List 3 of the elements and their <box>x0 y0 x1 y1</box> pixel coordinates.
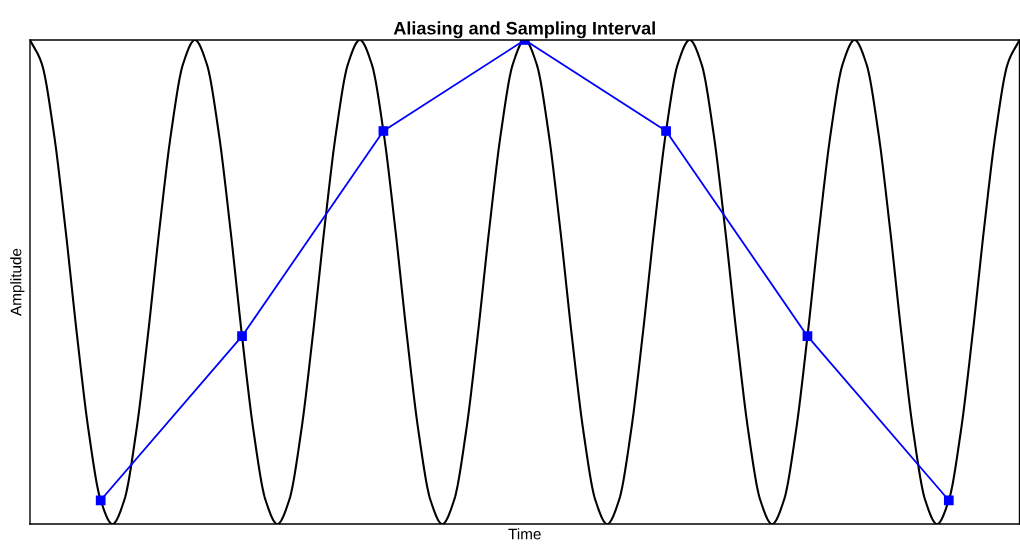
chart-title: Aliasing and Sampling Interval <box>393 21 655 39</box>
y-axis-title: Amplitude <box>10 248 25 316</box>
x-axis-title: Time <box>508 528 541 540</box>
